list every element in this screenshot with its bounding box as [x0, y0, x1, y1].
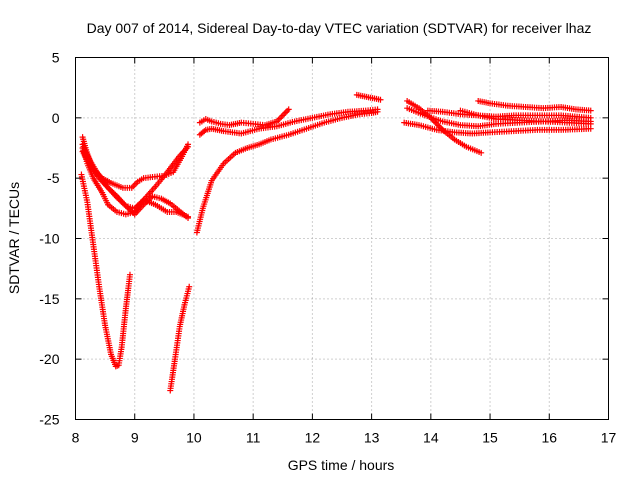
data-point: [285, 106, 292, 113]
data-point: [587, 107, 594, 114]
data-point: [377, 96, 384, 103]
x-tick-label: 13: [364, 430, 380, 446]
data-point: [587, 120, 594, 127]
x-tick-label: 12: [305, 430, 321, 446]
data-point: [587, 114, 594, 121]
chart-title: Day 007 of 2014, Sidereal Day-to-day VTE…: [87, 20, 592, 36]
x-tick-label: 17: [601, 430, 617, 446]
data-point: [124, 204, 131, 211]
series-arc-10: [401, 119, 594, 137]
x-tick-label: 15: [482, 430, 498, 446]
x-axis-label: GPS time / hours: [288, 457, 395, 473]
series-arc-5: [196, 106, 292, 129]
y-tick-label: -15: [39, 291, 59, 307]
data-point: [148, 194, 155, 201]
data-point: [478, 149, 485, 156]
x-tick-label: 9: [131, 430, 139, 446]
grid: [75, 57, 609, 420]
y-tick-label: -20: [39, 351, 59, 367]
data-point: [374, 108, 381, 115]
x-tick-label: 14: [423, 430, 439, 446]
y-axis-label: SDTVAR / TECUs: [6, 182, 22, 294]
series-arc-4: [79, 148, 192, 221]
x-tick-label: 11: [246, 430, 261, 446]
series-arc-6: [196, 106, 381, 138]
data-point: [185, 143, 192, 150]
plot-frame: [75, 57, 609, 420]
series-arc-7: [193, 108, 381, 236]
series-arc-1: [79, 134, 192, 191]
y-tick-label: 0: [52, 110, 60, 126]
data-point: [185, 214, 192, 221]
x-tick-label: 8: [72, 430, 80, 446]
series-arc-8: [353, 91, 384, 103]
y-tick-label: -10: [39, 231, 59, 247]
series-arc-9: [404, 97, 485, 156]
series-arc-13: [475, 97, 594, 114]
series-arc-14: [457, 107, 594, 127]
x-tick-label: 16: [541, 430, 557, 446]
x-tick-label: 10: [186, 430, 202, 446]
axis-ticks: 8 9 10 11 12 13 14 15 16 17 5 0 -5 -10 -15 -20 -25: [39, 50, 616, 446]
data-point: [126, 271, 133, 278]
series-arc-12: [424, 107, 594, 121]
y-tick-label: -5: [47, 170, 60, 186]
series-dip-2: [167, 283, 193, 394]
data-point: [186, 283, 193, 290]
y-tick-label: 5: [52, 50, 60, 66]
y-tick-label: -25: [39, 412, 59, 428]
data-points: [78, 91, 594, 394]
series-dip-1: [78, 171, 133, 370]
